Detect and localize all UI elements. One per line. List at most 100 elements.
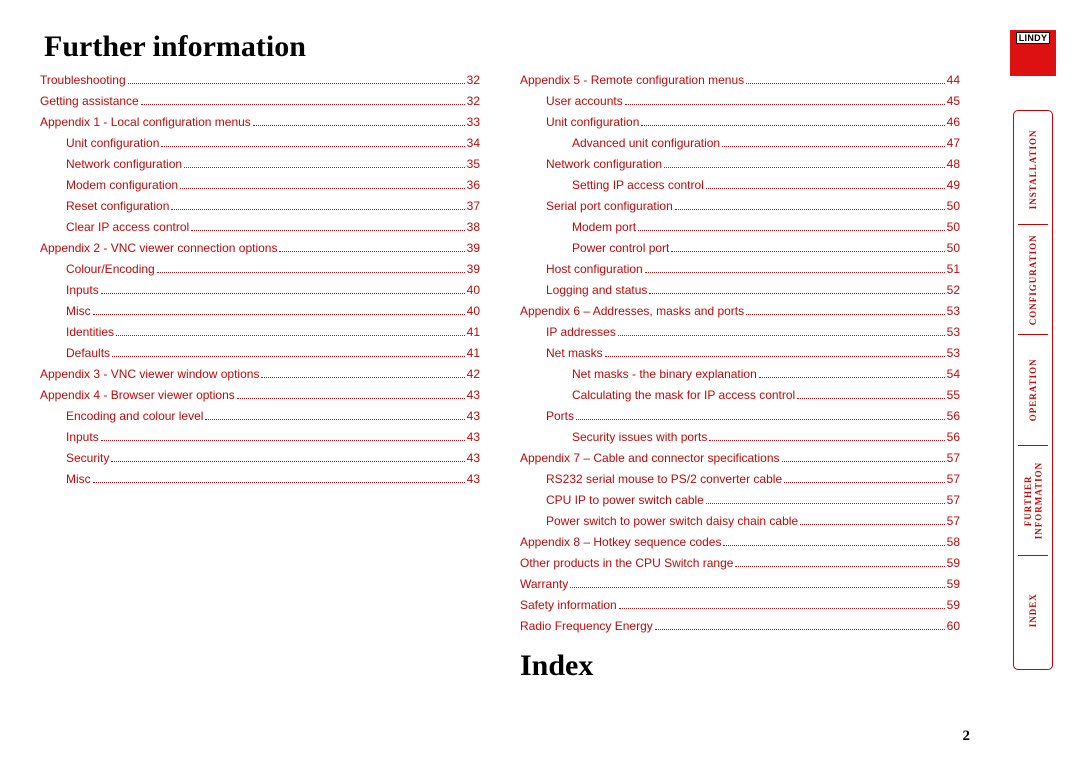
toc-leader-dots — [784, 482, 945, 483]
toc-entry[interactable]: Encoding and colour level43 — [40, 406, 480, 427]
toc-entry[interactable]: Appendix 2 - VNC viewer connection optio… — [40, 238, 480, 259]
toc-label: Misc — [66, 469, 91, 490]
toc-page-number: 47 — [947, 133, 960, 154]
toc-entry[interactable]: Host configuration51 — [520, 259, 960, 280]
toc-entry[interactable]: IP addresses53 — [520, 322, 960, 343]
toc-entry[interactable]: Unit configuration34 — [40, 133, 480, 154]
toc-leader-dots — [93, 482, 465, 483]
toc-entry[interactable]: Net masks53 — [520, 343, 960, 364]
sidebar-tab[interactable]: FURTHER INFORMATION — [1023, 446, 1044, 555]
toc-entry[interactable]: Power switch to power switch daisy chain… — [520, 511, 960, 532]
toc-entry[interactable]: Colour/Encoding39 — [40, 259, 480, 280]
toc-label: Advanced unit configuration — [572, 133, 720, 154]
toc-leader-dots — [111, 461, 464, 462]
toc-entry[interactable]: Other products in the CPU Switch range59 — [520, 553, 960, 574]
toc-entry[interactable]: Advanced unit configuration 47 — [520, 133, 960, 154]
toc-page-number: 42 — [467, 364, 480, 385]
toc-leader-dots — [706, 503, 945, 504]
toc-entry[interactable]: Net masks - the binary explanation54 — [520, 364, 960, 385]
toc-entry[interactable]: Appendix 8 – Hotkey sequence codes58 — [520, 532, 960, 553]
toc-entry[interactable]: Modem configuration36 — [40, 175, 480, 196]
toc-leader-dots — [664, 167, 945, 168]
toc-label: Radio Frequency Energy — [520, 616, 653, 637]
toc-label: Reset configuration — [66, 196, 169, 217]
toc-entry[interactable]: Reset configuration 37 — [40, 196, 480, 217]
toc-leader-dots — [723, 545, 944, 546]
toc-page-number: 39 — [467, 259, 480, 280]
toc-leader-dots — [237, 398, 465, 399]
sidebar-tab[interactable]: OPERATION — [1028, 335, 1038, 444]
toc-entry[interactable]: Clear IP access control38 — [40, 217, 480, 238]
toc-entry[interactable]: CPU IP to power switch cable57 — [520, 490, 960, 511]
toc-entry[interactable]: Logging and status52 — [520, 280, 960, 301]
toc-entry[interactable]: Security issues with ports56 — [520, 427, 960, 448]
toc-entry[interactable]: Appendix 7 – Cable and connector specifi… — [520, 448, 960, 469]
toc-label: Unit configuration — [66, 133, 159, 154]
toc-entry[interactable]: Misc 40 — [40, 301, 480, 322]
toc-label: Misc — [66, 301, 91, 322]
toc-leader-dots — [191, 230, 464, 231]
toc-label: Power switch to power switch daisy chain… — [546, 511, 798, 532]
toc-leader-dots — [645, 272, 945, 273]
toc-entry[interactable]: Network configuration35 — [40, 154, 480, 175]
toc-entry[interactable]: Getting assistance32 — [40, 91, 480, 112]
toc-entry[interactable]: Appendix 5 - Remote configuration menus4… — [520, 70, 960, 91]
toc-leader-dots — [157, 272, 465, 273]
toc-label: Host configuration — [546, 259, 643, 280]
toc-entry[interactable]: Inputs40 — [40, 280, 480, 301]
toc-entry[interactable]: Safety information59 — [520, 595, 960, 616]
toc-page-number: 48 — [947, 154, 960, 175]
toc-leader-dots — [253, 125, 465, 126]
page-number: 2 — [963, 728, 971, 745]
toc-page-number: 32 — [467, 91, 480, 112]
sidebar-tab[interactable]: CONFIGURATION — [1028, 225, 1038, 334]
toc-entry[interactable]: Security43 — [40, 448, 480, 469]
toc-entry[interactable]: Unit configuration46 — [520, 112, 960, 133]
sidebar-tab[interactable]: INDEX — [1028, 556, 1038, 665]
toc-entry[interactable]: Identities41 — [40, 322, 480, 343]
toc-leader-dots — [570, 587, 944, 588]
toc-entry[interactable]: Defaults41 — [40, 343, 480, 364]
toc-leader-dots — [709, 440, 944, 441]
toc-label: Power control port — [572, 238, 669, 259]
toc-entry[interactable]: Ports56 — [520, 406, 960, 427]
toc-entry[interactable]: Setting IP access control49 — [520, 175, 960, 196]
toc-entry[interactable]: Warranty59 — [520, 574, 960, 595]
section-heading: Further information — [40, 30, 980, 64]
toc-page-number: 40 — [467, 301, 480, 322]
toc-entry[interactable]: Network configuration48 — [520, 154, 960, 175]
toc-entry[interactable]: User accounts45 — [520, 91, 960, 112]
toc-entry[interactable]: Modem port50 — [520, 217, 960, 238]
toc-leader-dots — [618, 335, 945, 336]
toc-page-number: 37 — [467, 196, 480, 217]
toc-label: Ports — [546, 406, 574, 427]
toc-entry[interactable]: Calculating the mask for IP access contr… — [520, 385, 960, 406]
toc-label: Appendix 8 – Hotkey sequence codes — [520, 532, 721, 553]
toc-label: Modem configuration — [66, 175, 178, 196]
toc-entry[interactable]: Appendix 6 – Addresses, masks and ports5… — [520, 301, 960, 322]
toc-entry[interactable]: Appendix 4 - Browser viewer options43 — [40, 385, 480, 406]
logo-text: LINDY — [1016, 32, 1051, 44]
toc-entry[interactable]: Inputs43 — [40, 427, 480, 448]
toc-label: Appendix 1 - Local configuration menus — [40, 112, 251, 133]
toc-page-number: 44 — [947, 70, 960, 91]
toc-entry[interactable]: Appendix 3 - VNC viewer window options42 — [40, 364, 480, 385]
toc-page-number: 53 — [947, 343, 960, 364]
toc-leader-dots — [184, 167, 465, 168]
toc-page-number: 57 — [947, 448, 960, 469]
sidebar-tab[interactable]: INSTALLATION — [1028, 115, 1038, 224]
toc-entry[interactable]: Serial port configuration50 — [520, 196, 960, 217]
toc-entry[interactable]: Power control port50 — [520, 238, 960, 259]
toc-entry[interactable]: Appendix 1 - Local configuration menus33 — [40, 112, 480, 133]
toc-label: Defaults — [66, 343, 110, 364]
toc-page-number: 57 — [947, 469, 960, 490]
toc-entry[interactable]: Troubleshooting32 — [40, 70, 480, 91]
toc-label: Warranty — [520, 574, 568, 595]
toc-page-number: 50 — [947, 196, 960, 217]
toc-page-number: 43 — [467, 385, 480, 406]
toc-label: Appendix 7 – Cable and connector specifi… — [520, 448, 780, 469]
toc-label: IP addresses — [546, 322, 616, 343]
toc-entry[interactable]: RS232 serial mouse to PS/2 converter cab… — [520, 469, 960, 490]
toc-entry[interactable]: Radio Frequency Energy60 — [520, 616, 960, 637]
toc-entry[interactable]: Misc43 — [40, 469, 480, 490]
